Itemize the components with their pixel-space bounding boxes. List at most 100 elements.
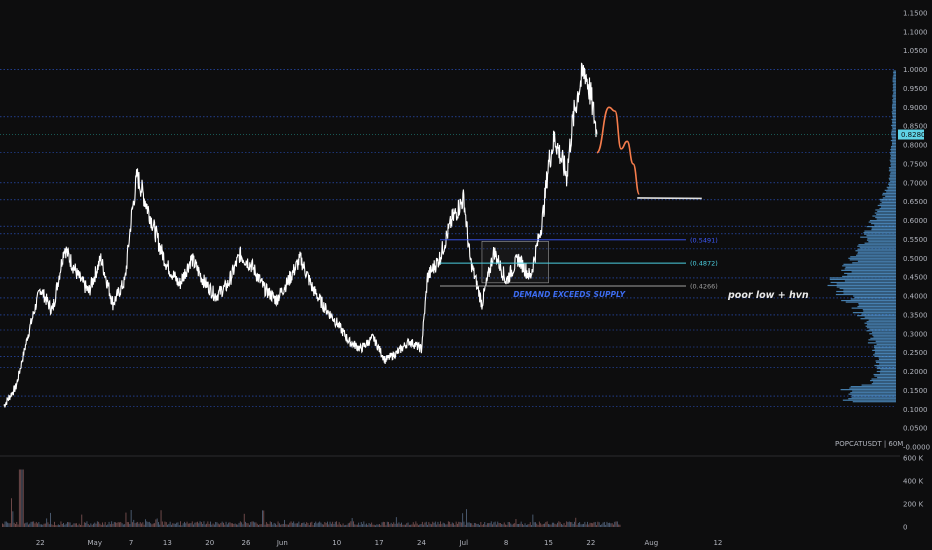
volume-bar xyxy=(216,522,218,527)
volume-bar xyxy=(297,523,298,527)
fib-label: (0.5491) xyxy=(690,236,718,244)
volume-bar xyxy=(165,522,167,527)
profile-bar xyxy=(860,318,896,320)
volume-bar xyxy=(615,521,617,527)
volume-bar xyxy=(260,524,262,527)
profile-bar xyxy=(893,70,896,72)
volume-profile xyxy=(827,70,896,403)
volume-bar xyxy=(20,469,22,527)
volume-bar xyxy=(441,524,443,527)
volume-bar xyxy=(224,524,226,527)
volume-bar xyxy=(207,521,209,527)
profile-bar xyxy=(876,213,896,216)
profile-bar xyxy=(836,283,896,285)
volume-bar xyxy=(515,519,517,527)
profile-bar xyxy=(858,302,896,305)
volume-bar xyxy=(407,522,409,527)
volume-bar xyxy=(619,524,621,527)
profile-bar xyxy=(875,209,896,211)
volume-bar xyxy=(321,524,323,527)
volume-bar xyxy=(139,522,141,527)
volume-bar xyxy=(87,523,89,527)
profile-bar xyxy=(892,114,896,116)
volume-bar xyxy=(546,521,548,527)
volume-bar xyxy=(96,521,98,527)
profile-bar xyxy=(890,155,896,157)
volume-bar xyxy=(68,522,70,527)
profile-bar xyxy=(876,343,896,345)
volume-bar xyxy=(577,523,579,527)
time-axis[interactable]: 22 May 7 13 20 26 Jun 10 17 24 Jul 8 15 22 Aug 12 xyxy=(36,539,723,547)
volume-bar xyxy=(419,524,421,527)
volume-bar xyxy=(83,522,85,527)
volume-axis[interactable]: 600 K 400 K 200 K 0 xyxy=(903,455,924,532)
profile-bar xyxy=(843,289,896,291)
volume-bar xyxy=(212,523,214,527)
volume-bar xyxy=(574,521,575,527)
profile-bar xyxy=(857,245,896,247)
profile-bar xyxy=(836,286,896,288)
volume-bar xyxy=(496,524,497,527)
volume-bar xyxy=(31,521,33,527)
volume-bar xyxy=(112,523,114,527)
profile-bar xyxy=(864,322,896,324)
volume-bar xyxy=(256,523,258,527)
volume-bar xyxy=(451,522,453,527)
volume-bar xyxy=(319,521,321,527)
volume-bar xyxy=(288,524,289,527)
volume-bar xyxy=(445,524,447,527)
volume-bar xyxy=(116,522,118,527)
projection-path xyxy=(596,106,641,195)
price-tick-label: 0.3000 xyxy=(903,330,928,338)
profile-bar xyxy=(893,82,896,84)
volume-bar xyxy=(533,522,535,527)
volume-bar xyxy=(187,523,189,527)
volume-bar xyxy=(271,522,272,527)
volume-bar xyxy=(463,521,465,527)
volume-bar xyxy=(236,524,237,527)
volume-bar xyxy=(398,522,400,527)
volume-bar xyxy=(588,524,590,527)
volume-bar xyxy=(519,523,521,527)
volume-bar xyxy=(562,524,564,527)
volume-bar xyxy=(415,521,417,527)
volume-bar xyxy=(529,522,531,527)
profile-bar xyxy=(861,313,896,315)
volume-bar xyxy=(122,524,124,527)
profile-bar xyxy=(829,278,896,281)
volume-bar xyxy=(324,521,326,527)
profile-bar xyxy=(889,179,896,181)
profile-bar xyxy=(890,161,896,163)
profile-bar xyxy=(888,182,896,184)
price-axis[interactable]: 1.1500 1.1000 1.0500 1.0000 0.9500 0.9000 0.85… xyxy=(903,10,930,452)
volume-bar xyxy=(168,523,170,527)
volume-bar xyxy=(464,524,466,527)
profile-bar xyxy=(877,204,896,207)
volume-bar xyxy=(9,523,11,527)
profile-bar xyxy=(827,284,896,287)
profile-bar xyxy=(892,103,896,105)
profile-bar xyxy=(891,129,896,131)
volume-bar xyxy=(393,522,395,527)
volume-bar xyxy=(74,523,76,527)
profile-bar xyxy=(892,87,896,89)
volume-bar xyxy=(462,513,464,527)
profile-bar xyxy=(875,340,896,342)
volume-bar xyxy=(16,521,18,527)
volume-bar xyxy=(159,524,161,527)
volume-bar xyxy=(359,525,361,527)
volume-bar xyxy=(210,521,211,527)
volume-bar xyxy=(341,525,343,527)
volume-bar xyxy=(113,522,115,527)
volume-bar xyxy=(307,523,309,527)
volume-bar xyxy=(427,524,428,527)
volume-bar xyxy=(221,521,223,527)
volume-bar xyxy=(425,521,427,527)
volume-bar xyxy=(289,522,291,527)
profile-bar xyxy=(829,277,896,279)
price-tick-label: 0.9500 xyxy=(903,85,928,93)
price-tick-label: 0.1500 xyxy=(903,387,928,395)
profile-bar xyxy=(867,238,896,240)
profile-bar xyxy=(844,280,896,282)
